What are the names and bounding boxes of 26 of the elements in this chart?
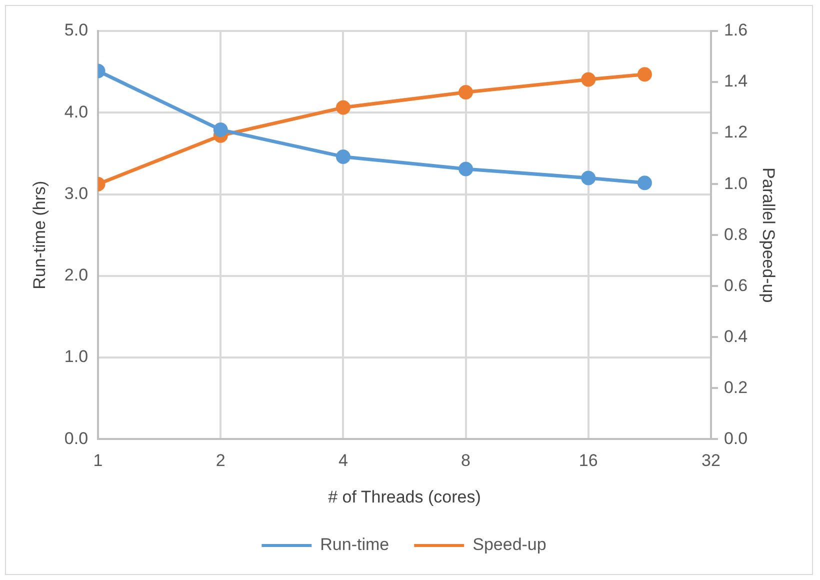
y2-tick-label: 1.4: [724, 72, 748, 91]
y2-tick-label: 0.2: [724, 378, 748, 397]
y2-tick-label: 0.0: [724, 428, 748, 448]
y2-tick-label: 1.0: [724, 174, 748, 193]
y2-tick-label: 1.2: [724, 122, 748, 142]
y-tick-label: 3.0: [64, 184, 88, 203]
y2-tick-label: 0.6: [724, 276, 748, 295]
y-tick-label: 1.0: [64, 347, 88, 366]
x-tick-label: 32: [702, 451, 720, 470]
x-tick-label: 2: [216, 451, 226, 470]
y2-tick-label: 0.8: [724, 224, 748, 244]
x-tick-label: 4: [338, 451, 348, 470]
y2-tick-label: 1.6: [724, 20, 748, 40]
x-tick-label: 8: [461, 451, 471, 470]
x-tick-label: 1: [93, 451, 103, 470]
legend-label: Run-time: [320, 535, 390, 554]
x-axis-title: # of Threads (cores): [328, 487, 481, 506]
y-axis-title: Run-time (hrs): [30, 180, 49, 290]
y-tick-label: 5.0: [64, 20, 88, 40]
y-tick-label: 2.0: [64, 266, 88, 285]
y2-axis-title: Parallel Speed-up: [759, 168, 778, 303]
x-tick-label: 16: [578, 451, 598, 470]
legend-label: Speed-up: [472, 535, 546, 554]
y2-tick-label: 0.4: [724, 326, 748, 346]
y-tick-label: 4.0: [64, 102, 88, 122]
y-tick-label: 0.0: [64, 428, 88, 448]
